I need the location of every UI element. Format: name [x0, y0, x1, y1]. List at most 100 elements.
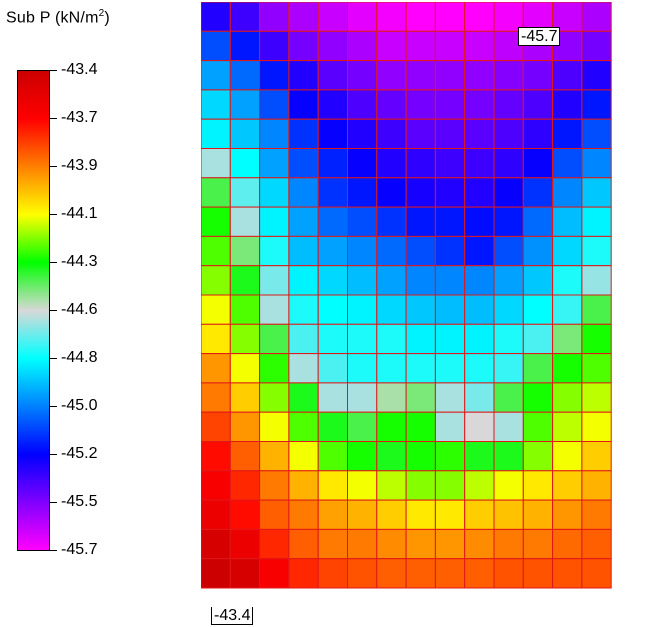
heatmap-cell — [201, 2, 231, 32]
heatmap-cell — [347, 2, 378, 32]
heatmap-cell — [259, 148, 290, 179]
heatmap-cell — [376, 89, 407, 120]
colorbar-tick — [50, 70, 57, 71]
colorbar-tick — [50, 310, 57, 311]
heatmap-cell — [405, 118, 436, 149]
heatmap-cell — [405, 499, 436, 530]
heatmap-cell — [464, 206, 495, 237]
heatmap-cell — [288, 30, 319, 62]
heatmap-cell — [259, 118, 290, 149]
colorbar-tick — [50, 406, 57, 407]
heatmap-cell — [376, 206, 407, 237]
heatmap-cell — [405, 353, 436, 384]
heatmap-cell — [552, 206, 583, 237]
colorbar-tick-label: -45.5 — [61, 493, 98, 510]
heatmap-cell — [229, 499, 261, 530]
colorbar — [17, 70, 50, 551]
heatmap-cell — [581, 30, 612, 62]
heatmap-cell — [229, 294, 261, 325]
heatmap-cell — [464, 177, 495, 208]
heatmap-cell — [581, 118, 612, 149]
heatmap-cell — [522, 499, 554, 530]
heatmap-cell — [259, 235, 290, 267]
heatmap-cell — [201, 528, 231, 560]
heatmap-cell — [376, 177, 407, 208]
heatmap-cell — [288, 60, 319, 91]
heatmap-cell — [464, 353, 495, 384]
heatmap-cell — [552, 235, 583, 267]
heatmap-cell — [376, 499, 407, 530]
heatmap-cell — [581, 441, 612, 472]
heatmap-cell — [552, 353, 583, 384]
heatmap-cell — [317, 294, 348, 325]
heatmap-cell — [376, 411, 407, 443]
heatmap-cell — [288, 528, 319, 560]
heatmap-cell — [581, 470, 612, 501]
heatmap-cell — [464, 118, 495, 149]
heatmap-cell — [405, 177, 436, 208]
heatmap-cell — [522, 60, 554, 91]
heatmap-cell — [229, 411, 261, 443]
heatmap-cell — [552, 528, 583, 560]
heatmap-cell — [552, 294, 583, 325]
heatmap-cell — [347, 60, 378, 91]
heatmap-cell — [347, 265, 378, 296]
heatmap-cell — [464, 89, 495, 120]
heatmap-cell — [201, 558, 231, 589]
heatmap-cell — [229, 353, 261, 384]
heatmap-cell — [317, 528, 348, 560]
colorbar-tick — [50, 214, 57, 215]
heatmap-cell — [522, 382, 554, 413]
heatmap-cell — [552, 441, 583, 472]
heatmap-cell — [434, 382, 466, 413]
heatmap-cell — [522, 294, 554, 325]
heatmap-cell — [434, 60, 466, 91]
heatmap-cell — [288, 177, 319, 208]
colorbar-tick-label: -45.2 — [61, 445, 98, 462]
heatmap-cell — [259, 528, 290, 560]
heatmap-cell — [434, 411, 466, 443]
heatmap-cell — [581, 382, 612, 413]
heatmap-cell — [405, 265, 436, 296]
heatmap-cell — [405, 235, 436, 267]
heatmap-cell — [434, 30, 466, 62]
heatmap-cell — [376, 265, 407, 296]
heatmap-cell — [288, 294, 319, 325]
heatmap-cell — [201, 235, 231, 267]
heatmap-cell — [434, 499, 466, 530]
heatmap-cell — [581, 206, 612, 237]
heatmap-cell — [259, 2, 290, 32]
heatmap-cell — [229, 382, 261, 413]
heatmap-cell — [552, 60, 583, 91]
heatmap-cell — [376, 382, 407, 413]
heatmap-cell — [317, 206, 348, 237]
heatmap-cell — [259, 294, 290, 325]
heatmap-cell — [317, 60, 348, 91]
heatmap-cell — [581, 265, 612, 296]
heatmap-cell — [229, 265, 261, 296]
heatmap-cell — [229, 60, 261, 91]
heatmap-cell — [288, 411, 319, 443]
heatmap-cell — [464, 470, 495, 501]
colorbar-tick-label: -43.7 — [61, 109, 98, 126]
heatmap-cell — [493, 499, 524, 530]
colorbar-tick — [50, 502, 57, 503]
heatmap-cell — [229, 470, 261, 501]
heatmap-cell — [376, 60, 407, 91]
heatmap-cell — [434, 558, 466, 589]
heatmap-cell — [229, 235, 261, 267]
heatmap-cell — [317, 148, 348, 179]
heatmap-cell — [434, 89, 466, 120]
heatmap-cell — [522, 265, 554, 296]
heatmap-cell — [229, 528, 261, 560]
heatmap-cell — [376, 528, 407, 560]
heatmap-cell — [201, 470, 231, 501]
heatmap-cell — [376, 353, 407, 384]
heatmap-cell — [581, 2, 612, 32]
heatmap-cell — [229, 323, 261, 355]
heatmap-cell — [493, 177, 524, 208]
heatmap-cell — [259, 206, 290, 237]
heatmap-cell — [405, 323, 436, 355]
heatmap-cell — [405, 30, 436, 62]
heatmap-cell — [317, 382, 348, 413]
